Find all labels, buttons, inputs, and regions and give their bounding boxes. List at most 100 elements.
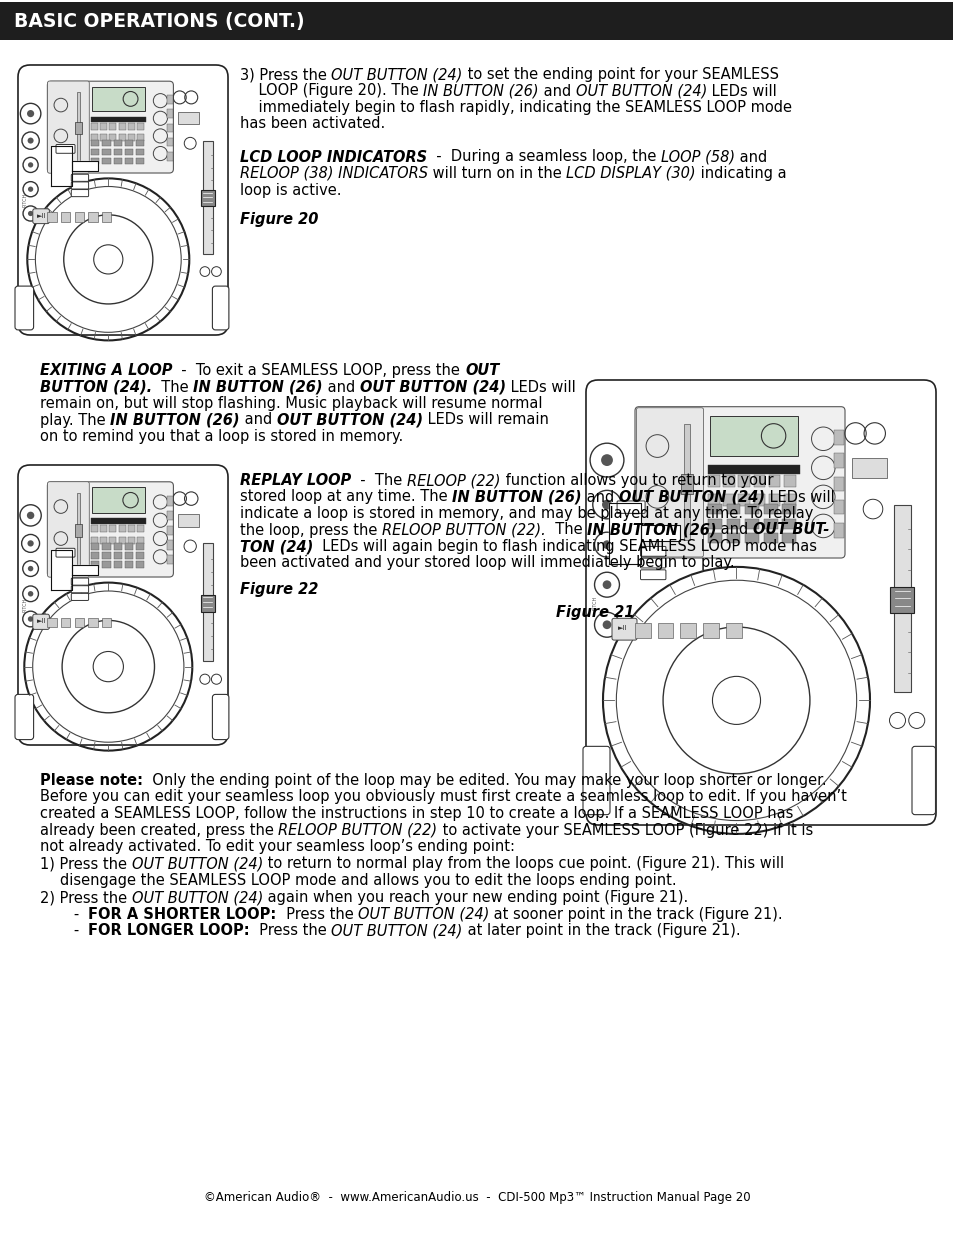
FancyBboxPatch shape: [636, 408, 702, 557]
Circle shape: [601, 500, 611, 510]
Bar: [707, 534, 720, 543]
Bar: [167, 137, 172, 147]
Bar: [91, 141, 99, 147]
FancyBboxPatch shape: [32, 209, 50, 224]
Bar: [113, 552, 122, 558]
Text: not already activated. To edit your seamless loop’s ending point:: not already activated. To edit your seam…: [40, 839, 515, 853]
Text: LEDs will remain: LEDs will remain: [422, 412, 548, 427]
Text: LEDs will: LEDs will: [706, 84, 776, 99]
Bar: [893, 505, 910, 692]
Bar: [135, 562, 144, 568]
Bar: [707, 475, 719, 487]
FancyBboxPatch shape: [48, 82, 173, 173]
Bar: [135, 149, 144, 156]
Text: remain on, but will stop flashing. Music playback will resume normal: remain on, but will stop flashing. Music…: [40, 396, 542, 411]
Bar: [91, 543, 99, 550]
Text: has been activated.: has been activated.: [240, 116, 385, 131]
FancyBboxPatch shape: [612, 619, 637, 640]
Text: OUT BUTTON (24): OUT BUTTON (24): [132, 856, 263, 872]
Bar: [200, 595, 214, 611]
Polygon shape: [72, 161, 98, 170]
Bar: [102, 552, 111, 558]
FancyBboxPatch shape: [71, 182, 89, 189]
Bar: [722, 494, 734, 505]
Bar: [725, 622, 741, 638]
Bar: [92, 86, 145, 111]
FancyBboxPatch shape: [15, 694, 33, 740]
Bar: [61, 618, 71, 627]
Circle shape: [27, 110, 34, 117]
Bar: [783, 475, 795, 487]
Text: 3) Press the: 3) Press the: [240, 67, 331, 82]
Text: disengage the SEAMLESS LOOP mode and allows you to edit the loops ending point.: disengage the SEAMLESS LOOP mode and all…: [60, 873, 676, 888]
Text: OUT BUTTON (24): OUT BUTTON (24): [359, 379, 505, 394]
Bar: [177, 112, 198, 125]
Bar: [833, 500, 843, 514]
Bar: [833, 430, 843, 445]
Bar: [61, 212, 71, 221]
Bar: [680, 474, 692, 494]
Text: been activated and your stored loop will immediately begin to play.: been activated and your stored loop will…: [240, 556, 734, 571]
Circle shape: [28, 616, 33, 621]
Bar: [136, 135, 144, 141]
Text: BASIC OPERATIONS (CONT.): BASIC OPERATIONS (CONT.): [14, 11, 304, 31]
Text: BUTTON (24).: BUTTON (24).: [40, 379, 152, 394]
Bar: [125, 562, 132, 568]
FancyBboxPatch shape: [582, 746, 609, 815]
Bar: [102, 543, 111, 550]
Bar: [91, 135, 98, 141]
Bar: [167, 555, 172, 564]
Circle shape: [28, 137, 33, 143]
Bar: [76, 493, 80, 566]
Text: play. The: play. The: [40, 412, 111, 427]
Bar: [753, 494, 764, 505]
Bar: [118, 122, 126, 130]
Text: IN BUTTON (26): IN BUTTON (26): [111, 412, 239, 427]
Circle shape: [662, 627, 809, 774]
Text: OUT: OUT: [464, 363, 498, 378]
Bar: [683, 425, 689, 541]
Bar: [125, 552, 132, 558]
Bar: [91, 122, 98, 130]
Bar: [125, 158, 132, 164]
Text: and: and: [322, 379, 359, 394]
Bar: [100, 122, 108, 130]
Bar: [167, 110, 172, 119]
Circle shape: [62, 620, 154, 713]
Text: created a SEAMLESS LOOP, follow the instructions in step 10 to create a loop. If: created a SEAMLESS LOOP, follow the inst…: [40, 806, 793, 821]
Bar: [763, 519, 777, 529]
Bar: [91, 537, 98, 545]
Text: LOOP (58): LOOP (58): [660, 149, 735, 164]
Bar: [102, 141, 111, 147]
Bar: [833, 477, 843, 492]
Text: at later point in the track (Figure 21).: at later point in the track (Figure 21).: [462, 923, 740, 939]
Circle shape: [602, 580, 611, 589]
FancyBboxPatch shape: [18, 65, 228, 335]
Circle shape: [28, 186, 33, 191]
Bar: [110, 122, 116, 130]
Text: and: and: [735, 149, 767, 164]
Bar: [125, 543, 132, 550]
FancyBboxPatch shape: [48, 482, 173, 577]
Bar: [167, 496, 172, 505]
Text: Press the: Press the: [250, 923, 331, 939]
Text: RELOOP (22): RELOOP (22): [407, 473, 500, 488]
Text: the loop, press the: the loop, press the: [240, 522, 381, 537]
FancyBboxPatch shape: [635, 406, 844, 558]
Bar: [136, 122, 144, 130]
Text: -  During a seamless loop, the: - During a seamless loop, the: [427, 149, 660, 164]
Bar: [91, 519, 146, 524]
Bar: [833, 453, 843, 468]
FancyBboxPatch shape: [32, 614, 50, 630]
FancyBboxPatch shape: [617, 501, 644, 514]
Text: 1) Press the: 1) Press the: [40, 856, 132, 872]
Bar: [738, 475, 749, 487]
Bar: [167, 152, 172, 161]
Bar: [203, 543, 213, 661]
Text: PITCH: PITCH: [22, 193, 28, 207]
Bar: [167, 541, 172, 550]
Bar: [113, 543, 122, 550]
FancyBboxPatch shape: [48, 82, 90, 173]
Text: OUT BUTTON (24): OUT BUTTON (24): [331, 67, 462, 82]
Text: LEDs will: LEDs will: [763, 489, 834, 505]
